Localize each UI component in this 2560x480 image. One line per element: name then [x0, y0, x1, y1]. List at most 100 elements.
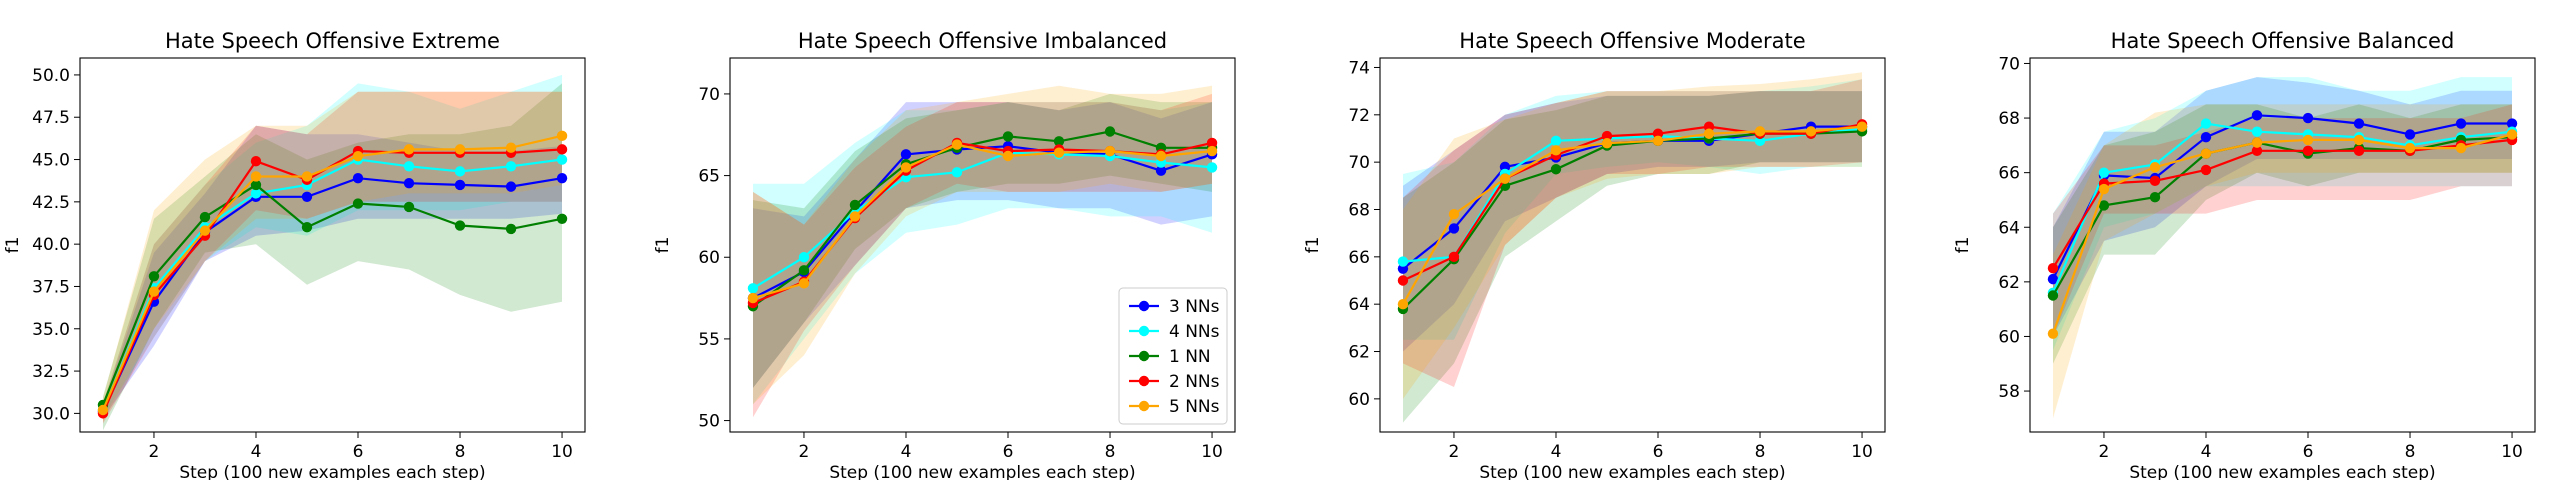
data-point	[2200, 164, 2212, 176]
data-point	[2404, 142, 2416, 154]
data-point	[2200, 148, 2212, 159]
series-line	[101, 183, 563, 406]
confidence-band	[1403, 72, 1862, 399]
series-line	[752, 143, 1213, 300]
confidence-band	[2053, 104, 2512, 419]
data-point	[900, 162, 912, 173]
x-axis-label: Step (100 new examples each step)	[1479, 463, 1785, 480]
y-tick-label: 72	[1348, 106, 1370, 126]
data-point	[199, 211, 211, 223]
data-point	[2506, 118, 2518, 129]
chart-panel: 2 4 6 8 10 30.0 32.5 35.0 37.5 40.0 42.5 45.0 47.5 50…	[3, 29, 586, 480]
data-point	[454, 179, 466, 191]
data-point	[849, 211, 861, 222]
x-tick-label: 10	[2501, 442, 2523, 462]
y-tick-label: 74	[1348, 58, 1370, 78]
data-point	[1053, 136, 1065, 147]
y-axis-label: f1	[653, 237, 673, 254]
confidence-band	[2053, 77, 2512, 337]
data-point	[1206, 137, 1218, 149]
chart-title: Hate Speech Offensive Moderate	[1459, 29, 1805, 53]
x-tick-label: 4	[2201, 442, 2212, 462]
data-point	[250, 188, 262, 199]
y-tick-label: 30.0	[32, 404, 70, 424]
legend-label: 2 NNs	[1169, 372, 1220, 392]
x-tick-label: 2	[799, 442, 810, 462]
data-point	[900, 149, 912, 160]
data-point	[1448, 223, 1460, 234]
y-tick-label: 66	[1348, 248, 1370, 268]
x-axis-label: Step (100 new examples each step)	[179, 463, 485, 480]
y-tick-label: 50.0	[32, 66, 70, 86]
data-point	[798, 278, 810, 289]
y-tick-label: 60	[1348, 390, 1370, 410]
x-tick-label: 8	[2405, 442, 2416, 462]
data-point	[505, 181, 517, 192]
data-point	[849, 199, 861, 211]
data-point	[2149, 192, 2161, 203]
data-point	[556, 130, 568, 142]
data-point	[1206, 145, 1218, 157]
y-tick-label: 45.0	[32, 151, 70, 171]
confidence-band	[1403, 79, 1862, 340]
data-point	[798, 252, 810, 263]
legend-label: 4 NNs	[1169, 322, 1220, 342]
y-tick-label: 70	[698, 85, 720, 105]
data-point	[747, 283, 759, 294]
data-point	[1499, 173, 1511, 184]
data-point	[2302, 145, 2314, 157]
series-line	[2052, 136, 2513, 297]
axes-frame	[2029, 57, 2536, 433]
data-point	[2455, 142, 2467, 154]
y-tick-label: 70	[1998, 54, 2020, 74]
legend-label: 1 NN	[1169, 347, 1211, 367]
chart-title: Hate Speech Offensive Balanced	[2111, 29, 2455, 53]
data-point	[97, 404, 109, 416]
data-point	[1652, 135, 1664, 147]
data-point	[250, 179, 262, 191]
confidence-band	[753, 93, 1212, 418]
x-tick-label: 8	[455, 442, 466, 462]
y-tick-label: 70	[1348, 153, 1370, 173]
data-point	[2353, 145, 2365, 157]
y-tick-label: 58	[1998, 382, 2020, 402]
chart-title: Hate Speech Offensive Extreme	[165, 29, 500, 53]
data-point	[2149, 161, 2161, 173]
data-point	[2506, 129, 2518, 140]
x-tick-label: 6	[1003, 442, 1014, 462]
data-point	[199, 225, 211, 236]
data-point	[1397, 298, 1409, 310]
series-line	[752, 151, 1213, 290]
confidence-band	[753, 93, 1212, 388]
series-line	[2052, 114, 2512, 280]
data-point	[798, 265, 810, 276]
data-point	[2251, 145, 2263, 157]
x-tick-label: 2	[149, 442, 160, 462]
data-point	[403, 178, 415, 189]
chart-panel: 2 4 6 8 10 50 55 60 65 70 Hate Speech Offensive Im…	[653, 29, 1236, 480]
data-point	[2047, 263, 2059, 274]
confidence-band	[753, 102, 1212, 388]
data-point	[1856, 121, 1868, 132]
x-tick-label: 6	[353, 442, 364, 462]
data-point	[2098, 167, 2110, 178]
data-point	[403, 161, 415, 172]
x-tick-label: 10	[1201, 442, 1223, 462]
data-point	[2149, 175, 2161, 187]
confidence-band	[103, 125, 562, 419]
confidence-band	[2053, 104, 2512, 337]
data-point	[2455, 118, 2467, 129]
data-point	[1550, 135, 1562, 147]
data-point	[352, 150, 364, 162]
y-tick-label: 65	[698, 167, 720, 187]
y-tick-label: 42.5	[32, 193, 70, 213]
data-point	[505, 161, 517, 172]
data-point	[2200, 131, 2212, 143]
confidence-band	[1403, 79, 1862, 388]
y-axis-label: f1	[1953, 237, 1973, 254]
y-tick-label: 62	[1998, 273, 2020, 293]
legend-label: 5 NNs	[1169, 397, 1220, 417]
data-point	[556, 154, 568, 165]
data-point	[556, 144, 568, 155]
